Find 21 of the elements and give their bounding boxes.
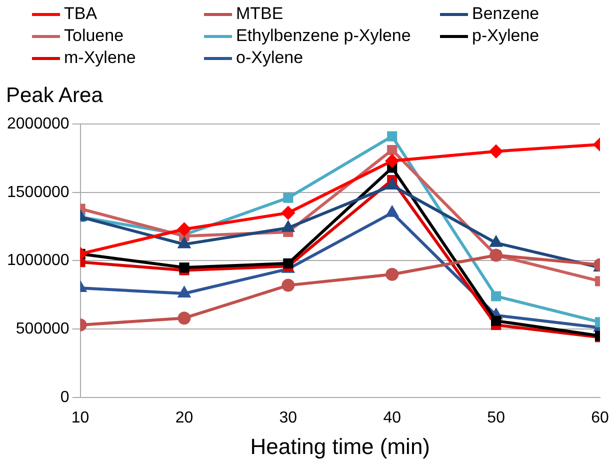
legend-label: m-Xylene bbox=[64, 48, 136, 68]
x-tick-label: 40 bbox=[383, 409, 402, 426]
x-tick-label: 20 bbox=[175, 409, 194, 426]
x-tick-label: 60 bbox=[591, 409, 609, 426]
y-tick-label: 1000000 bbox=[6, 252, 70, 270]
legend-label: p-Xylene bbox=[472, 26, 540, 46]
legend-label: MTBE bbox=[236, 4, 284, 24]
x-tick-label: 50 bbox=[487, 409, 506, 426]
legend-label: Ethylbenzene p-Xylene bbox=[236, 26, 411, 46]
y-tick-label: 1500000 bbox=[6, 184, 70, 201]
legend-label: TBA bbox=[64, 4, 98, 24]
y-axis-title: Peak Area bbox=[6, 84, 103, 108]
legend-label: o-Xylene bbox=[236, 48, 304, 68]
y-tick-label: 500000 bbox=[16, 320, 70, 338]
x-tick-label: 30 bbox=[279, 409, 298, 426]
x-tick-label: 10 bbox=[71, 409, 90, 426]
x-axis-title: Heating time (min) bbox=[250, 434, 430, 459]
legend-label: Toluene bbox=[64, 26, 124, 46]
y-tick-label: 0 bbox=[60, 388, 70, 406]
legend-label: Benzene bbox=[472, 4, 540, 24]
y-tick-label: 2000000 bbox=[6, 115, 70, 132]
